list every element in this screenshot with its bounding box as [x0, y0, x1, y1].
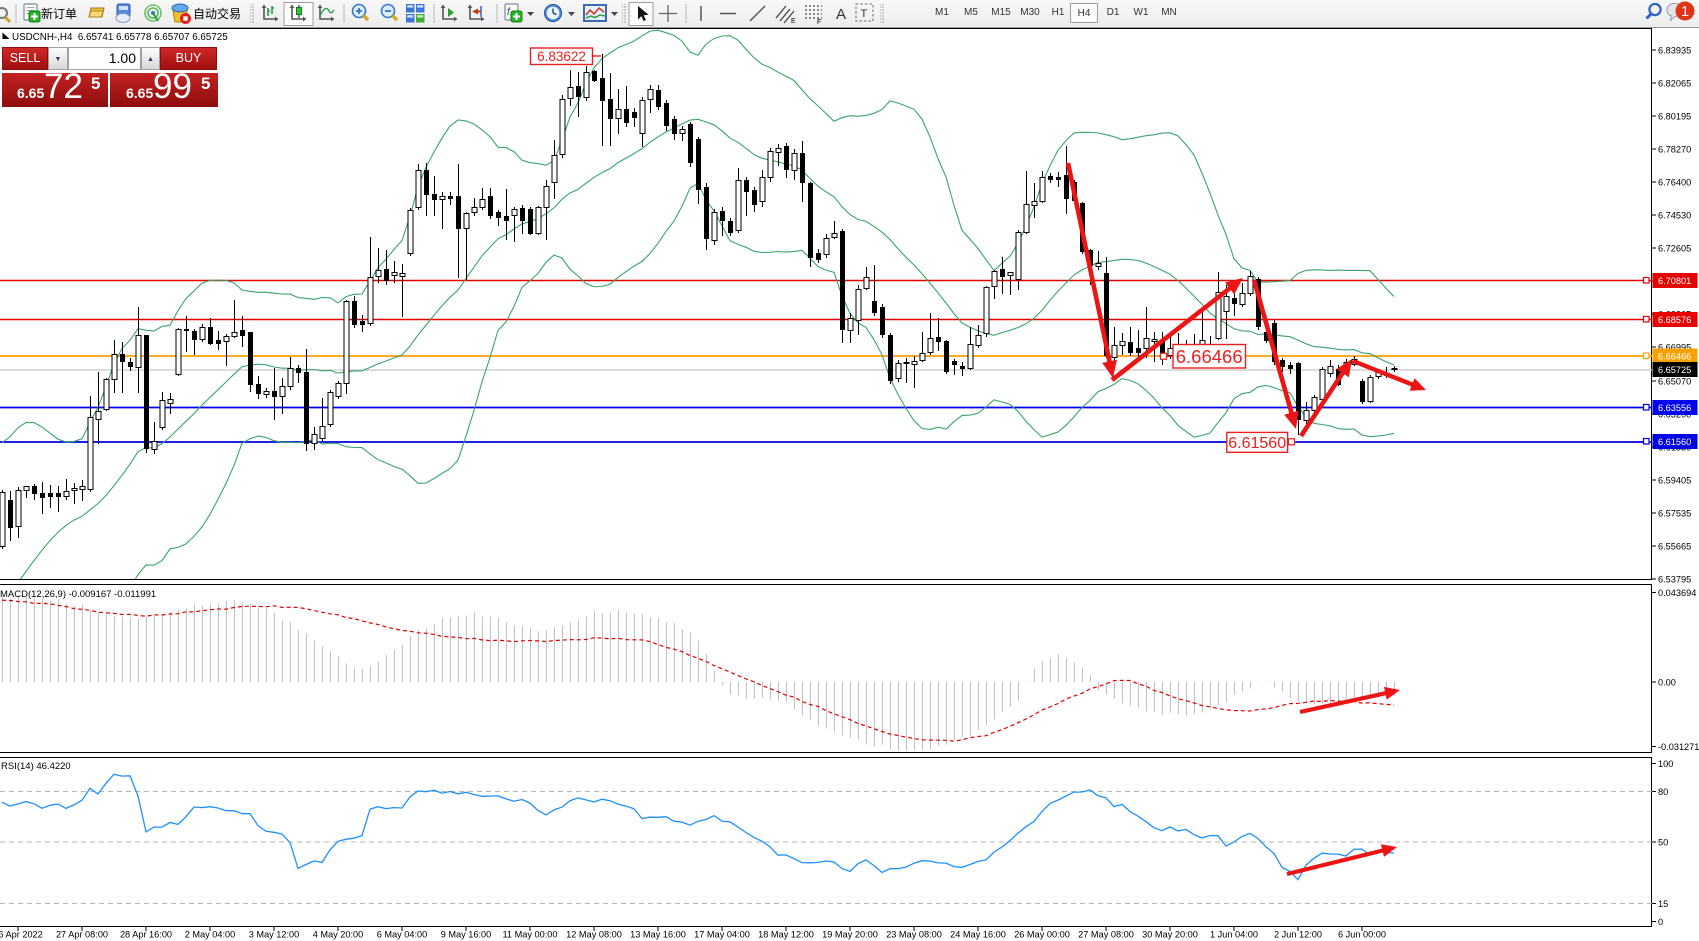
svg-text:6.65725: 6.65725 — [1658, 365, 1691, 375]
svg-text:6.53795: 6.53795 — [1658, 574, 1691, 584]
svg-text:26 May 00:00: 26 May 00:00 — [1014, 930, 1070, 940]
svg-text:RSI(14) 46.4220: RSI(14) 46.4220 — [1, 761, 71, 772]
svg-text:6.80195: 6.80195 — [1658, 111, 1691, 121]
svg-text:18 May 12:00: 18 May 12:00 — [758, 930, 814, 940]
svg-text:F: F — [817, 19, 821, 26]
svg-text:13 May 16:00: 13 May 16:00 — [630, 930, 686, 940]
svg-text:23 May 08:00: 23 May 08:00 — [886, 930, 942, 940]
svg-text:6.55665: 6.55665 — [1658, 541, 1691, 551]
svg-text:27 May 08:00: 27 May 08:00 — [1078, 930, 1134, 940]
svg-text:3 May 12:00: 3 May 12:00 — [249, 930, 300, 940]
svg-text:6.57535: 6.57535 — [1658, 508, 1691, 518]
svg-text:24 May 16:00: 24 May 16:00 — [950, 930, 1006, 940]
svg-text:MACD(12,26,9) -0.009167 -0.011: MACD(12,26,9) -0.009167 -0.011991 — [0, 589, 156, 600]
svg-text:6.83622: 6.83622 — [537, 49, 586, 64]
svg-text:T: T — [861, 8, 868, 20]
svg-text:USDCNH-,H4 6.65741 6.65778 6.: USDCNH-,H4 6.65741 6.65778 6.65707 6.657… — [12, 32, 228, 43]
svg-text:4 May 20:00: 4 May 20:00 — [313, 930, 364, 940]
svg-text:6.61560: 6.61560 — [1228, 435, 1286, 452]
svg-text:100: 100 — [1658, 759, 1673, 769]
svg-text:6.63556: 6.63556 — [1658, 403, 1691, 413]
svg-text:6.72605: 6.72605 — [1658, 243, 1691, 253]
svg-text:6.68576: 6.68576 — [1658, 315, 1691, 325]
svg-text:6.66466: 6.66466 — [1658, 352, 1691, 362]
svg-text:26 Apr 2022: 26 Apr 2022 — [0, 930, 43, 940]
svg-text:6 May 04:00: 6 May 04:00 — [377, 930, 428, 940]
svg-text:1 Jun 04:00: 1 Jun 04:00 — [1210, 930, 1258, 940]
svg-text:17 May 04:00: 17 May 04:00 — [694, 930, 750, 940]
svg-text:15: 15 — [1658, 899, 1668, 909]
svg-text:2 Jun 12:00: 2 Jun 12:00 — [1274, 930, 1322, 940]
svg-text:f: f — [507, 7, 511, 18]
svg-text:新订单: 新订单 — [41, 6, 77, 21]
svg-text:0: 0 — [1658, 917, 1663, 927]
svg-text:6.83935: 6.83935 — [1658, 45, 1691, 55]
svg-text:6.78270: 6.78270 — [1658, 144, 1691, 154]
svg-text:2 May 04:00: 2 May 04:00 — [185, 930, 236, 940]
svg-text:6.66995: 6.66995 — [1658, 342, 1691, 352]
svg-text:6.66466: 6.66466 — [1176, 346, 1243, 367]
svg-text:11 May 00:00: 11 May 00:00 — [503, 930, 558, 940]
svg-text:6.61560: 6.61560 — [1658, 437, 1691, 447]
svg-text:12 May 08:00: 12 May 08:00 — [566, 930, 622, 940]
svg-text:28 Apr 16:00: 28 Apr 16:00 — [120, 930, 172, 940]
svg-text:6.82065: 6.82065 — [1658, 78, 1691, 88]
svg-text:自动交易: 自动交易 — [193, 6, 241, 21]
svg-text:A: A — [836, 6, 846, 23]
svg-text:6.76400: 6.76400 — [1658, 177, 1691, 187]
svg-text:27 Apr 08:00: 27 Apr 08:00 — [56, 930, 108, 940]
svg-text:6.59405: 6.59405 — [1658, 475, 1691, 485]
svg-text:6.65070: 6.65070 — [1658, 376, 1691, 386]
svg-text:9 May 16:00: 9 May 16:00 — [441, 930, 492, 940]
svg-text:E: E — [791, 18, 796, 25]
svg-text:6.74530: 6.74530 — [1658, 210, 1691, 220]
svg-text:-0.031271: -0.031271 — [1658, 742, 1699, 752]
svg-text:1: 1 — [1681, 4, 1689, 20]
svg-text:50: 50 — [1658, 837, 1668, 847]
svg-text:19 May 20:00: 19 May 20:00 — [822, 930, 878, 940]
svg-text:0.043694: 0.043694 — [1658, 588, 1696, 598]
svg-text:0.00: 0.00 — [1658, 677, 1676, 687]
svg-text:6.70801: 6.70801 — [1658, 276, 1691, 286]
svg-text:30 May 20:00: 30 May 20:00 — [1142, 930, 1198, 940]
svg-text:6 Jun 00:00: 6 Jun 00:00 — [1338, 930, 1386, 940]
svg-text:80: 80 — [1658, 787, 1668, 797]
